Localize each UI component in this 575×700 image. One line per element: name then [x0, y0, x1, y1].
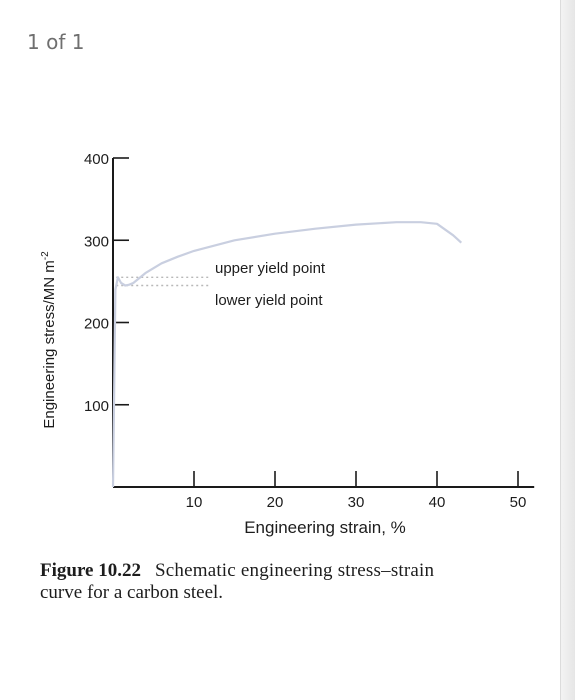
- figure-caption: Figure 10.22 Schematic engineering stress…: [40, 560, 560, 604]
- figure-caption-line2: curve for a carbon steel.: [40, 582, 224, 603]
- x-tick-label: 20: [267, 494, 284, 511]
- y-tick-label: 400: [84, 151, 109, 168]
- x-tick-label: 30: [348, 494, 365, 511]
- x-tick-label: 40: [429, 494, 446, 511]
- yield-guides: [116, 276, 211, 287]
- y-tick-label: 200: [84, 316, 109, 333]
- figure-label: Figure 10.22: [40, 560, 141, 581]
- y-tick-label: 300: [84, 233, 109, 250]
- figure-caption-line1: Schematic engineering stress–strain: [154, 560, 435, 581]
- y-axis-label-superscript: -2: [40, 251, 51, 260]
- stress-strain-chart: 100 200 300 400 10 20 30 40 50 Engineering strai…: [40, 151, 535, 537]
- y-axis-label: Engineering stress/MN m-2: [40, 251, 58, 429]
- y-tick-label: 100: [84, 398, 109, 415]
- stress-strain-curve: [111, 221, 463, 488]
- x-axis-label: Engineering strain, %: [244, 518, 406, 537]
- x-tick-label: 10: [186, 494, 203, 511]
- annotation-lower-yield-point: lower yield point: [215, 292, 323, 309]
- y-axis-label-text: Engineering stress/MN m: [41, 260, 58, 428]
- page-counter: 1 of 1: [27, 30, 85, 54]
- axes: [112, 157, 535, 488]
- annotation-upper-yield-point: upper yield point: [215, 260, 326, 277]
- x-tick-label: 50: [510, 494, 527, 511]
- viewer-right-edge: [560, 0, 575, 700]
- tick-labels: 100 200 300 400 10 20 30 40 50: [84, 151, 526, 511]
